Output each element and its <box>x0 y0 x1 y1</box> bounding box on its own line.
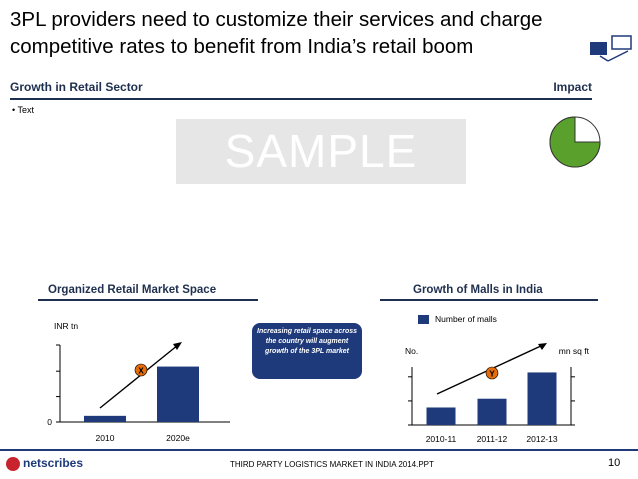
chart-1-bar <box>84 415 126 422</box>
chart-1-trend-arrow <box>99 344 179 409</box>
logo-text: netscribes <box>23 456 84 470</box>
impact-fill <box>549 116 601 168</box>
chart-2-x-tick-label: 2010-11 <box>426 434 457 444</box>
netscribes-logo: netscribes <box>6 456 83 471</box>
chart-2-x-tick-label: 2012-13 <box>526 434 557 444</box>
logo-mark-icon <box>6 456 20 471</box>
chart-2-trend-arrowhead <box>538 343 547 350</box>
chart-1-x-tick-label: 2010 <box>96 433 115 443</box>
chart-2-x-tick-label: 2011-12 <box>477 434 508 444</box>
sample-watermark: SAMPLE <box>176 119 466 184</box>
impact-harvey-ball <box>549 116 601 168</box>
legend-label: Number of malls <box>435 314 497 324</box>
slide-title-line-1: 3PL providers need to customize their se… <box>10 8 543 31</box>
footer-divider <box>0 449 638 451</box>
chart-2-annotation-label: Y <box>489 370 495 379</box>
chart-1-title: Organized Retail Market Space <box>48 284 217 296</box>
chart-2-legend: Number of malls <box>418 314 497 325</box>
section-title-impact: Impact <box>553 80 592 94</box>
chart-2-bar <box>527 372 557 425</box>
chart-2-title: Growth of Malls in India <box>413 284 543 296</box>
header-divider <box>10 98 592 100</box>
section-header: Growth in Retail Sector Impact <box>10 77 592 99</box>
chart-2-left-axis-label: No. <box>405 346 418 356</box>
chart-1-annotation-marker <box>134 363 148 377</box>
chart-2-right-axis-label: mn sq ft <box>559 346 590 356</box>
malls-growth-chart: No. mn sq ft 2010-11 2011-12 2012-13 Y <box>405 343 590 444</box>
chart-2-annotation-marker <box>485 366 499 380</box>
page-number: 10 <box>608 457 621 469</box>
section-title-growth: Growth in Retail Sector <box>10 80 143 94</box>
presentation-icon <box>590 35 632 62</box>
bullet-text: • Text <box>12 105 34 115</box>
slide-title-line-2: competitive rates to benefit from India’… <box>10 35 474 58</box>
chart-1-y-tick-label: 0 <box>47 417 52 427</box>
chart-2-title-underline <box>380 299 598 301</box>
chart-2-bar <box>426 407 456 425</box>
chart-1-annotation-label: X <box>138 367 144 376</box>
chart-1-title-underline <box>38 299 258 301</box>
callout-box: Increasing retail space across the count… <box>252 323 362 379</box>
chart-1-bar <box>157 366 199 422</box>
slide-title: 3PL providers need to customize their se… <box>10 6 580 60</box>
footer-document-name: THIRD PARTY LOGISTICS MARKET IN INDIA 20… <box>230 460 434 469</box>
chart-1-y-axis-label: INR tn <box>54 321 78 331</box>
chart-1-x-tick-label: 2020e <box>166 433 190 443</box>
chart-1-trend-arrowhead <box>173 342 182 350</box>
chart-2-bar <box>477 398 507 425</box>
retail-space-chart: INR tn 0 2010 2020e X <box>47 321 230 443</box>
legend-swatch <box>418 315 429 325</box>
